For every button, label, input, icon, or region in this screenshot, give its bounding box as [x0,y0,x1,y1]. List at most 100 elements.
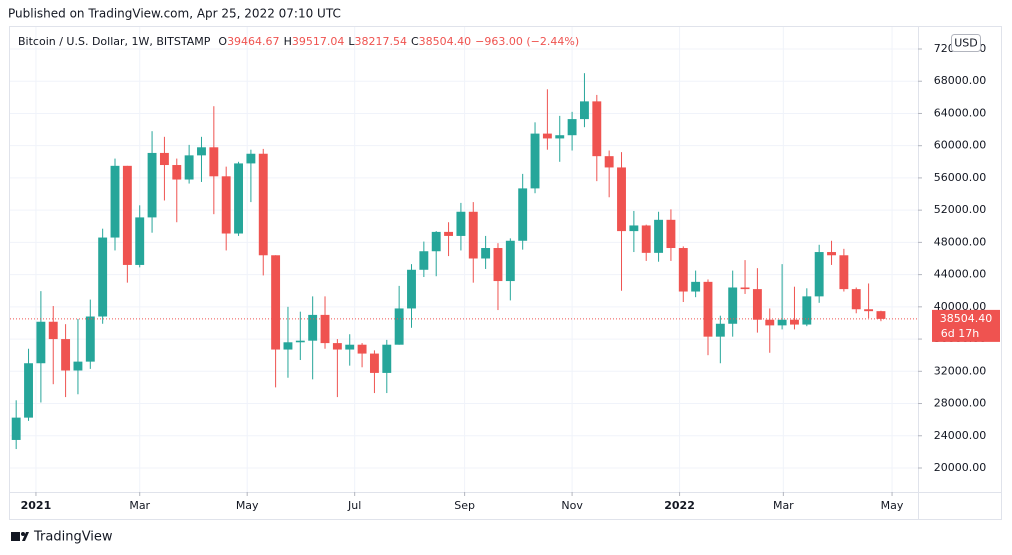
candle-body [221,176,231,234]
last-price-box [932,309,1000,342]
y-tick-label: 52000.00 [934,203,987,216]
x-tick-label: Nov [561,499,583,512]
candle-body [604,156,614,168]
x-tick-label: Jul [347,499,361,512]
y-tick-label: 24000.00 [934,429,987,442]
candle-body [24,363,33,418]
chart-frame [9,26,1002,520]
brand-logo [11,532,29,541]
candle-body [876,311,886,319]
candle-body [518,188,528,241]
candle-body [110,165,120,238]
candle-body [184,155,194,180]
currency-label: USD [954,37,978,50]
last-price-label: 38504.40 [940,312,993,325]
candle-body [864,309,874,312]
candle-body [765,319,775,326]
symbol-title: Bitcoin / U.S. Dollar, 1W, BITSTAMP [18,35,211,48]
candle-body [369,353,379,373]
candle-body [654,219,664,253]
candle-body [839,255,849,290]
candle-body [777,319,787,326]
countdown-label: 6d 17h [941,327,979,340]
candle-body [814,252,824,297]
candle-body [444,231,454,236]
candle-body [468,211,478,259]
candle-body [456,211,466,236]
candle-body [246,153,256,164]
candle-body [308,314,318,341]
candle-body [234,163,243,234]
logo-dot [21,532,25,536]
x-tick-label: May [236,499,259,512]
candle-body [752,289,762,320]
candle-body [678,248,688,292]
legend-value: 39464.67 [227,35,280,48]
candle-body [641,225,651,253]
candle-body [382,344,392,373]
candle-body [555,135,565,139]
y-tick-label: 56000.00 [934,171,987,184]
y-tick-label: 40000.00 [934,300,987,313]
candle-body [36,321,46,364]
candle-body [172,165,182,180]
legend-key: O [218,35,227,48]
candle-body [122,165,132,265]
y-tick-label: 44000.00 [934,268,987,281]
y-tick-label: 68000.00 [934,74,987,87]
legend-key: H [284,35,292,48]
y-tick-label: 64000.00 [934,106,987,119]
candle-body [271,255,281,350]
candle-body [98,237,108,317]
overlay: 38504.40 6d 17h [10,309,1000,342]
legend-change: −963.00 (−2.44%) [475,35,579,48]
candle-body [394,308,404,345]
candle-body [592,101,602,157]
currency-box [951,34,981,52]
x-tick-label: May [881,499,904,512]
legend-key: L [348,35,355,48]
y-tick-label: 20000.00 [934,461,987,474]
legend-value: 39517.04 [292,35,345,48]
candle-body [332,343,342,350]
legend-key: C [411,35,419,48]
x-tick-label: Sep [454,499,475,512]
candle-body [493,248,503,282]
candle-body [147,152,157,218]
candle-body [715,323,725,337]
candle-body [790,319,799,325]
candle-body [505,240,515,282]
candle-body [209,147,219,177]
candle-body [542,133,552,139]
brand-name: TradingView [33,530,113,545]
y-tick-label: 28000.00 [934,397,987,410]
candle-body [197,147,206,156]
x-tick-label: Mar [773,499,794,512]
candle-body [802,296,812,325]
candle-body [419,251,429,270]
candle-body [11,417,21,440]
candle-body [666,219,676,249]
candle-body [431,231,441,252]
candle-body [48,321,58,340]
candle-body [258,153,268,256]
candle-body [320,314,330,344]
candle-body [580,101,589,120]
logo-mark [11,532,20,541]
published-note: Published on TradingView.com, Apr 25, 20… [8,7,341,21]
candle-body [703,281,713,337]
legend-value: 38217.54 [354,35,407,48]
candle-body [345,344,355,350]
x-tick-label: 2022 [664,499,695,512]
x-tick-label: 2021 [21,499,52,512]
candle-body [481,248,491,259]
candle-body [61,339,71,371]
candle-body [295,340,305,343]
candle-body [407,269,416,309]
candle-body [728,287,738,324]
y-tick-label: 32000.00 [934,364,987,377]
symbol-legend: Bitcoin / U.S. Dollar, 1W, BITSTAMP O3946… [18,35,579,48]
candle-body [629,225,639,232]
candle-body [617,167,626,232]
